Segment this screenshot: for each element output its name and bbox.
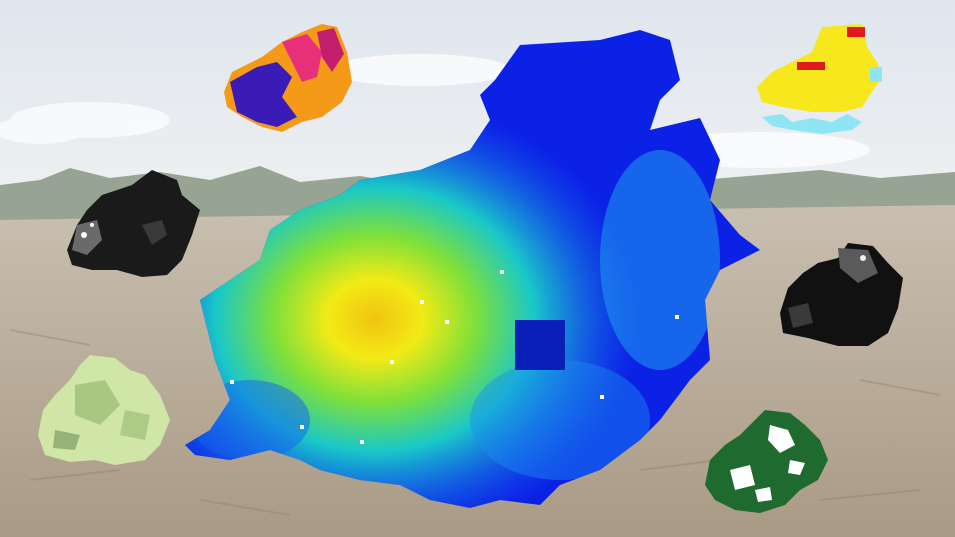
grayscale-thumbnail-left <box>67 170 200 277</box>
dark-block <box>515 320 565 370</box>
debris <box>9 329 941 516</box>
grayscale-thumbnail-right <box>780 243 903 346</box>
dark-green-thumbnail <box>705 410 828 513</box>
heat-map-thumbnail <box>224 24 352 132</box>
light-green-thumbnail <box>38 355 170 465</box>
yellow-cells-thumbnail <box>757 24 882 134</box>
sample-points <box>230 270 679 444</box>
